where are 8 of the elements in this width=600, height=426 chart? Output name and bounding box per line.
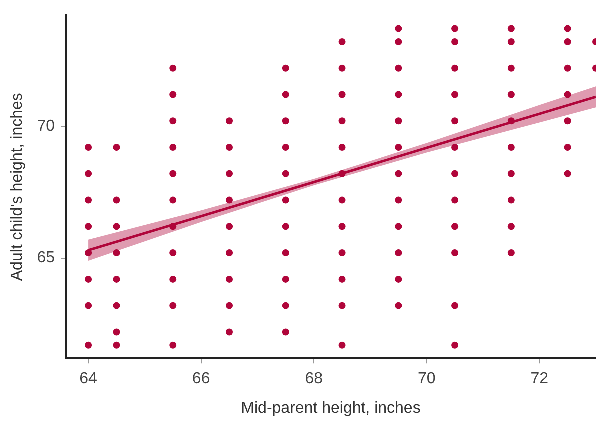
x-tick-label: 68 xyxy=(305,370,324,388)
y-tick-label: 65 xyxy=(37,250,56,267)
x-tick-label: 70 xyxy=(418,370,436,388)
x-tick-label: 66 xyxy=(192,370,210,388)
x-tick-label: 64 xyxy=(80,370,98,388)
x-axis-title: Mid-parent height, inches xyxy=(241,400,421,417)
x-tick-label: 72 xyxy=(530,370,549,388)
y-axis-title: Adult child's height, inches xyxy=(9,93,26,282)
